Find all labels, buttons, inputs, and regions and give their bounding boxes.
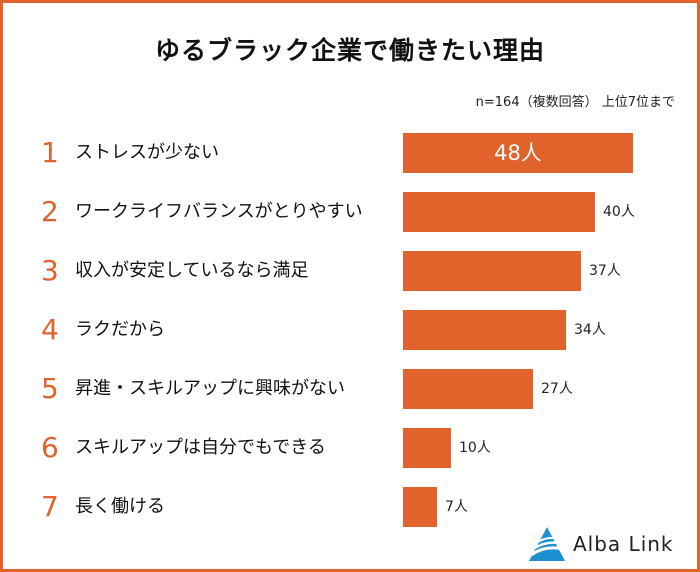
category-label: ラクだから bbox=[75, 319, 165, 340]
chart-row: 1 ストレスが少ない 48人 bbox=[3, 133, 697, 173]
sample-note: n=164（複数回答） 上位7位まで bbox=[475, 95, 675, 110]
category-label: ストレスが少ない bbox=[75, 142, 219, 163]
rank-number: 5 bbox=[41, 372, 59, 405]
brand-logo: Alba Link bbox=[527, 525, 697, 565]
rank-number: 2 bbox=[41, 195, 59, 228]
chart-row: 7 長く働ける 7人 bbox=[3, 487, 697, 527]
bar bbox=[403, 369, 533, 409]
category-label: ワークライフバランスがとりやすい bbox=[75, 201, 363, 222]
chart-row: 2 ワークライフバランスがとりやすい 40人 bbox=[3, 192, 697, 232]
bar bbox=[403, 487, 437, 527]
bar bbox=[403, 310, 566, 350]
category-label: 収入が安定しているなら満足 bbox=[75, 260, 309, 281]
bar bbox=[403, 251, 581, 291]
alba-link-logo-icon bbox=[529, 527, 565, 561]
chart-row: 4 ラクだから 34人 bbox=[3, 310, 697, 350]
value-label: 37人 bbox=[589, 263, 621, 279]
category-label: 昇進・スキルアップに興味がない bbox=[75, 378, 345, 399]
category-label: スキルアップは自分でもできる bbox=[75, 437, 326, 458]
value-label: 34人 bbox=[574, 322, 606, 338]
chart-title: ゆるブラック企業で働きたい理由 bbox=[154, 36, 545, 65]
value-label: 40人 bbox=[603, 204, 635, 220]
rank-number: 7 bbox=[41, 490, 59, 523]
rank-number: 1 bbox=[41, 136, 59, 169]
value-label: 7人 bbox=[445, 499, 468, 515]
rank-number: 3 bbox=[41, 254, 59, 287]
value-label: 10人 bbox=[459, 440, 491, 456]
chart-row: 6 スキルアップは自分でもできる 10人 bbox=[3, 428, 697, 468]
chart-row: 3 収入が安定しているなら満足 37人 bbox=[3, 251, 697, 291]
rank-number: 4 bbox=[41, 313, 59, 346]
bar bbox=[403, 133, 633, 173]
category-label: 長く働ける bbox=[75, 496, 165, 517]
bar bbox=[403, 192, 595, 232]
rank-number: 6 bbox=[41, 431, 59, 464]
value-label: 48人 bbox=[494, 141, 542, 165]
bar bbox=[403, 428, 451, 468]
chart-row: 5 昇進・スキルアップに興味がない 27人 bbox=[3, 369, 697, 409]
value-label: 27人 bbox=[541, 381, 573, 397]
brand-name: Alba Link bbox=[573, 532, 674, 556]
